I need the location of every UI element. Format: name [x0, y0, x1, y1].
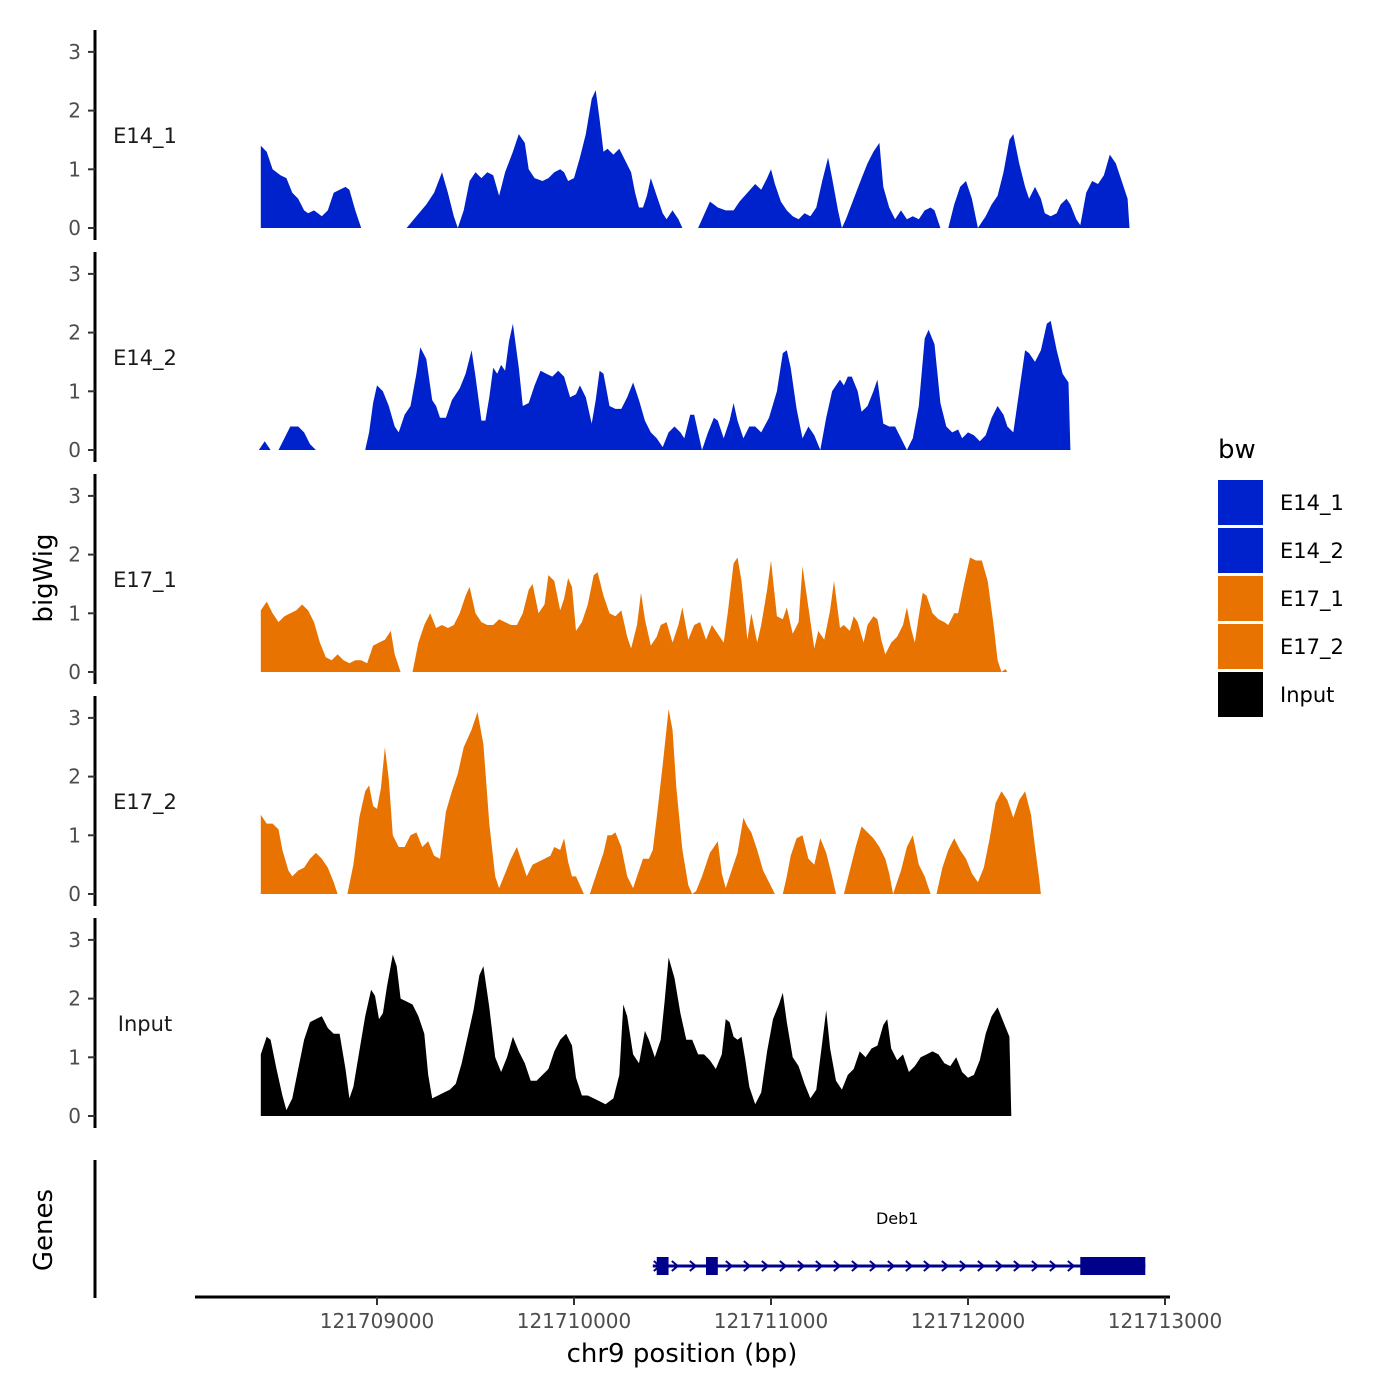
strand-arrow: [797, 1260, 806, 1272]
signal-area-e17-1: [260, 557, 1008, 672]
y-tick-label: 1: [68, 601, 81, 625]
track-label: E14_2: [113, 346, 177, 371]
gene-exon: [705, 1257, 718, 1275]
y-tick-label: 0: [68, 1104, 81, 1128]
x-tick-label: 121712000: [911, 1309, 1026, 1333]
strand-arrow: [905, 1260, 914, 1272]
x-axis-title: chr9 position (bp): [567, 1339, 798, 1369]
strand-arrow: [689, 1260, 698, 1272]
y-tick-label: 0: [68, 882, 81, 906]
legend-swatch: [1218, 528, 1263, 573]
strand-arrow: [1013, 1260, 1022, 1272]
track-label: E17_1: [113, 568, 177, 593]
strand-arrow: [887, 1260, 896, 1272]
legend-title: bw: [1218, 435, 1256, 465]
strand-arrow: [761, 1260, 770, 1272]
legend-label: E14_1: [1280, 491, 1344, 516]
legend-entry-e17-2: E17_2: [1218, 624, 1344, 669]
signal-area-e14-1: [260, 90, 1130, 228]
y-tick-label: 0: [68, 660, 81, 684]
y-tick-label: 3: [68, 262, 81, 286]
y-axis-title: bigWig: [29, 533, 59, 622]
legend-swatch: [1218, 672, 1263, 717]
strand-arrow: [725, 1260, 734, 1272]
gene-deb1: Deb1: [652, 1209, 1146, 1275]
legend-label: E14_2: [1280, 539, 1344, 564]
strand-arrow: [959, 1260, 968, 1272]
y-tick-label: 1: [68, 1045, 81, 1069]
panel-e17-1: 0 1 2 3 E17_1: [68, 474, 1008, 684]
genes-axis-title: Genes: [29, 1189, 59, 1271]
track-label: Input: [118, 1012, 172, 1036]
y-tick-label: 2: [68, 543, 81, 567]
track-label: E14_1: [113, 124, 177, 149]
strand-arrow: [869, 1260, 878, 1272]
y-tick-label: 2: [68, 987, 81, 1011]
strand-arrow: [1067, 1260, 1076, 1272]
strand-arrow: [1049, 1260, 1058, 1272]
signal-area-e14-2: [258, 320, 1071, 450]
strand-arrow: [743, 1260, 752, 1272]
x-tick-label: 121711000: [714, 1309, 829, 1333]
track-panels: 0 1 2 3 E14_1 0 1 2 3 E14_2 0 1 2 3 E17_1 0 1 2 3 E17_2 0 1 2 3…: [68, 30, 1130, 1128]
y-tick-label: 1: [68, 157, 81, 181]
strand-arrow: [833, 1260, 842, 1272]
strand-arrow: [923, 1260, 932, 1272]
y-tick-label: 2: [68, 321, 81, 345]
strand-arrow: [815, 1260, 824, 1272]
strand-arrow: [941, 1260, 950, 1272]
gene-label: Deb1: [876, 1209, 919, 1228]
panel-e14-2: 0 1 2 3 E14_2: [68, 252, 1071, 462]
strand-arrow: [995, 1260, 1004, 1272]
strand-arrow: [671, 1260, 680, 1272]
track-label: E17_2: [113, 790, 177, 815]
x-tick-label: 121710000: [517, 1309, 632, 1333]
y-tick-label: 3: [68, 706, 81, 730]
legend-swatch: [1218, 480, 1263, 525]
y-tick-label: 0: [68, 216, 81, 240]
strand-arrow: [977, 1260, 986, 1272]
legend-entry-e17-1: E17_1: [1218, 576, 1344, 621]
legend-entry-input: Input: [1218, 672, 1334, 717]
x-tick-label: 121709000: [320, 1309, 435, 1333]
signal-area-e17-2: [260, 709, 1041, 894]
y-tick-label: 3: [68, 484, 81, 508]
legend-label: E17_2: [1280, 635, 1344, 660]
y-tick-label: 3: [68, 40, 81, 64]
gene-exon: [656, 1257, 669, 1275]
panel-e17-2: 0 1 2 3 E17_2: [68, 696, 1041, 906]
legend-entry-e14-1: E14_1: [1218, 480, 1344, 525]
legend-swatch: [1218, 624, 1263, 669]
y-tick-label: 2: [68, 765, 81, 789]
y-tick-label: 1: [68, 823, 81, 847]
gene-exon: [1080, 1257, 1146, 1275]
x-tick-label: 121713000: [1108, 1309, 1223, 1333]
legend-entry-e14-2: E14_2: [1218, 528, 1344, 573]
y-tick-label: 1: [68, 379, 81, 403]
y-tick-label: 3: [68, 928, 81, 952]
legend-label: Input: [1280, 683, 1334, 707]
legend-label: E17_1: [1280, 587, 1344, 612]
y-tick-label: 0: [68, 438, 81, 462]
strand-arrow: [1031, 1260, 1040, 1272]
y-tick-label: 2: [68, 99, 81, 123]
signal-area-input: [260, 954, 1012, 1116]
strand-arrow: [779, 1260, 788, 1272]
x-axis: 121709000 121710000 121711000 121712000 1217…: [195, 1295, 1223, 1333]
strand-arrow: [851, 1260, 860, 1272]
panel-input: 0 1 2 3 Input: [68, 918, 1012, 1128]
legend-swatch: [1218, 576, 1263, 621]
legend: E14_1 E14_2 E17_1 E17_2 Input: [1218, 480, 1344, 717]
panel-e14-1: 0 1 2 3 E14_1: [68, 30, 1130, 240]
gene-track: Deb1: [93, 1160, 1146, 1298]
